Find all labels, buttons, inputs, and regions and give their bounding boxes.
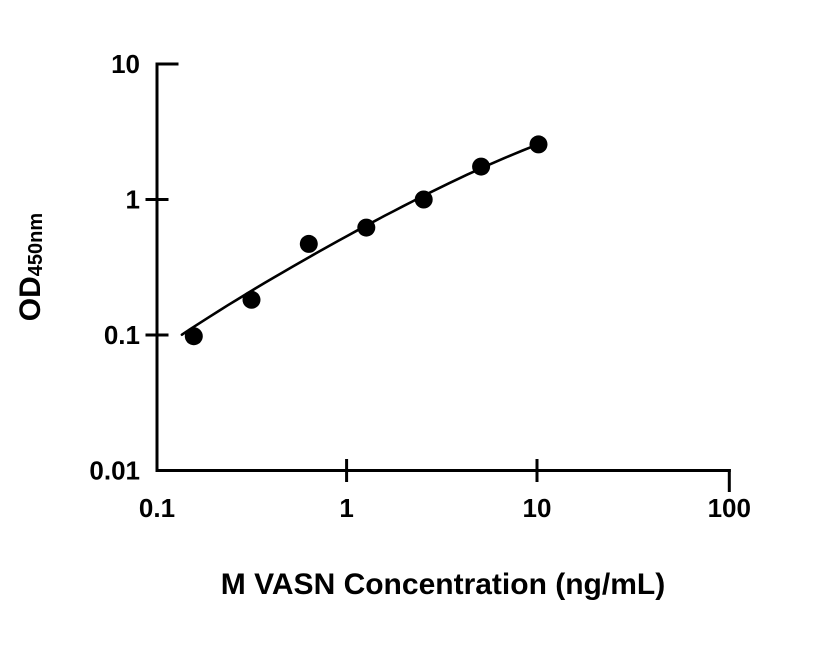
svg-text:1: 1	[339, 493, 353, 523]
svg-text:0.1: 0.1	[104, 320, 140, 350]
svg-text:1: 1	[126, 185, 140, 215]
svg-text:0.1: 0.1	[139, 493, 175, 523]
svg-text:100: 100	[708, 493, 751, 523]
svg-text:10: 10	[111, 49, 140, 79]
svg-text:M VASN Concentration (ng/mL): M VASN Concentration (ng/mL)	[221, 568, 665, 601]
svg-text:0.01: 0.01	[89, 456, 140, 486]
svg-text:10: 10	[523, 493, 552, 523]
